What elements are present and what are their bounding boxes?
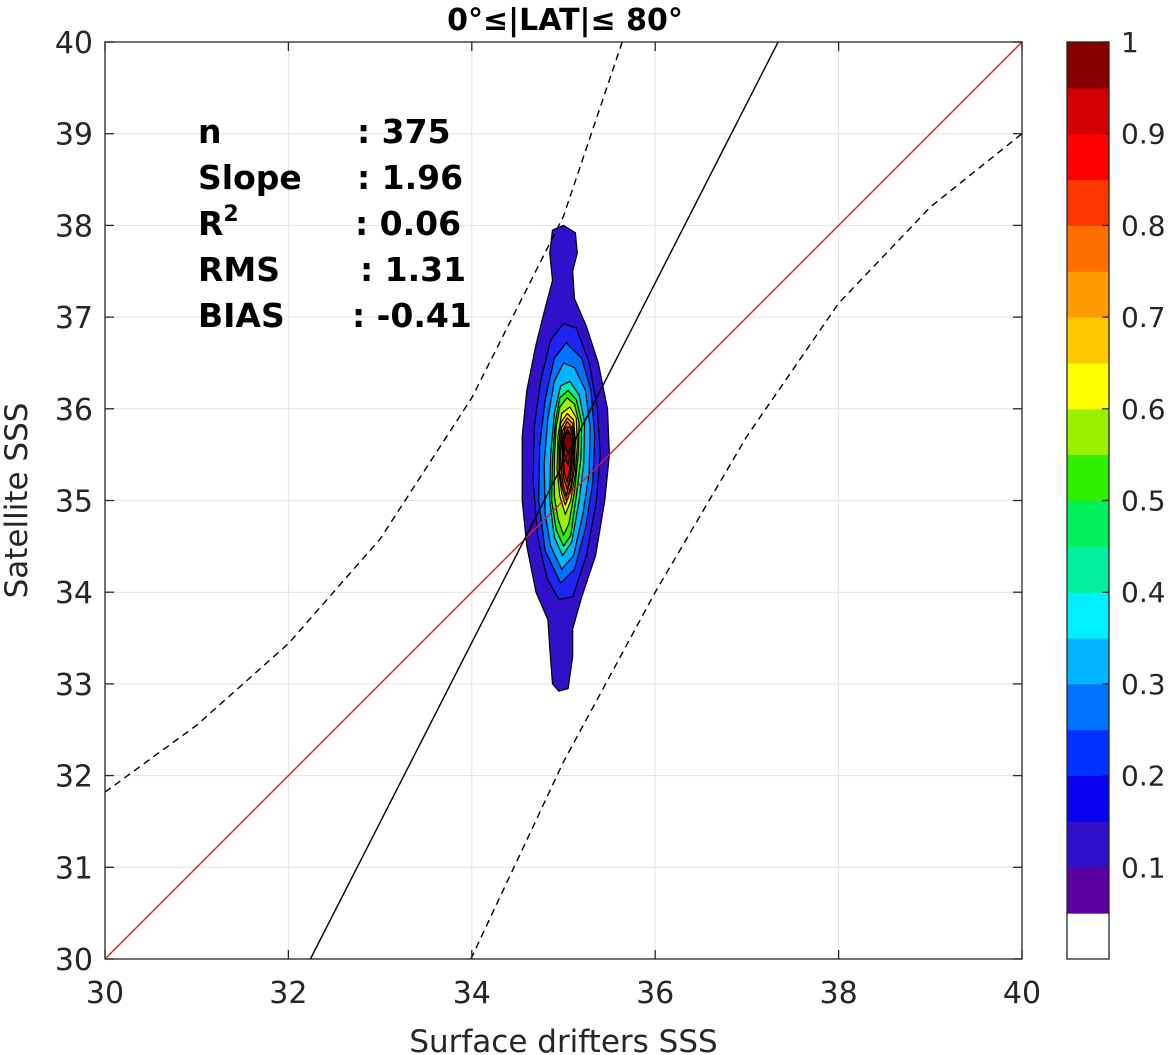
y-tick-label: 32 (55, 760, 93, 795)
x-tick-label: 34 (453, 976, 491, 1011)
colorbar-bin (1067, 500, 1109, 547)
y-axis: 30 31 32 33 34 35 36 37 38 39 40 (55, 26, 1022, 978)
y-tick-label: 39 (55, 118, 93, 153)
colorbar-bin (1067, 683, 1109, 731)
stat-value: : -0.41 (352, 296, 472, 335)
colorbar-tick-label: 0.2 (1121, 760, 1166, 793)
colorbar-tick-label: 0.3 (1121, 668, 1166, 701)
regression-line (309, 42, 779, 959)
stat-label: R2 (198, 202, 239, 243)
colorbar-tick-label: 0.4 (1121, 576, 1166, 609)
y-tick-label: 35 (55, 485, 93, 520)
stat-label: n (198, 112, 222, 151)
stat-value: : 375 (357, 112, 451, 151)
stat-value: : 1.96 (357, 158, 463, 197)
stats-annotation: n : 375 Slope : 1.96 R2 : 0.06 RMS : 1.31 BIAS : … (198, 112, 472, 335)
grid (105, 42, 1022, 959)
colorbar-bin (1067, 546, 1109, 593)
y-tick-label: 30 (55, 943, 93, 978)
x-axis-title: Surface drifters SSS (409, 1024, 717, 1055)
colorbar-bin (1067, 454, 1109, 501)
colorbar-tick-label: 0.8 (1121, 209, 1166, 242)
x-tick-label: 40 (1003, 976, 1041, 1011)
reference-lines (105, 42, 1022, 959)
colorbar: 0.1 0.2 0.3 0.4 0.5 0.6 0.7 0.8 0.9 1 (1066, 26, 1166, 960)
one-to-one-line (105, 42, 1022, 959)
x-tick-label: 38 (820, 976, 858, 1011)
chart-title: 0°≤|LAT|≤ 80° (447, 3, 683, 38)
colorbar-tick-label: 1 (1121, 26, 1139, 59)
colorbar-bin (1067, 87, 1109, 135)
y-tick-label: 37 (55, 301, 93, 336)
colorbar-tick-label: 0.9 (1121, 118, 1166, 151)
stat-value: : 1.31 (360, 250, 466, 289)
y-tick-label: 36 (55, 393, 93, 428)
x-axis: 30 32 34 36 38 40 (86, 42, 1041, 1011)
colorbar-tick-label: 0.6 (1121, 393, 1166, 426)
colorbar-bin (1067, 42, 1109, 89)
colorbar-bin (1067, 638, 1109, 685)
x-tick-label: 32 (269, 976, 307, 1011)
colorbar-tick-label: 0.1 (1121, 851, 1166, 884)
colorbar-bin (1067, 317, 1109, 364)
x-tick-label: 36 (636, 976, 674, 1011)
stat-label: Slope (198, 158, 302, 197)
colorbar-tick-label: 0.7 (1121, 301, 1166, 334)
colorbar-bin (1067, 225, 1109, 272)
colorbar-tick-label: 0.5 (1121, 485, 1166, 518)
colorbar-bin (1067, 179, 1109, 226)
stat-label: BIAS (198, 296, 285, 335)
y-tick-label: 38 (55, 209, 93, 244)
colorbar-bin (1067, 821, 1109, 868)
y-tick-label: 31 (55, 851, 93, 886)
upper-bound-line (105, 42, 623, 793)
x-tick-label: 30 (86, 976, 124, 1011)
colorbar-bin (1067, 362, 1109, 410)
lower-bound-line (470, 133, 1022, 959)
colorbar-bin (1067, 592, 1109, 639)
colorbar-bin (1067, 408, 1109, 456)
colorbar-bin (1067, 775, 1109, 822)
colorbar-bin (1067, 271, 1109, 318)
stat-value: : 0.06 (355, 204, 461, 243)
colorbar-bin (1067, 729, 1109, 777)
colorbar-bin (1067, 133, 1109, 181)
colorbar-bin (1067, 867, 1109, 914)
stat-label: RMS (198, 250, 280, 289)
y-tick-label: 34 (55, 576, 93, 611)
y-axis-title: Satellite SSS (0, 403, 35, 599)
y-tick-label: 40 (55, 26, 93, 61)
y-tick-label: 33 (55, 668, 93, 703)
colorbar-bin (1067, 913, 1109, 960)
